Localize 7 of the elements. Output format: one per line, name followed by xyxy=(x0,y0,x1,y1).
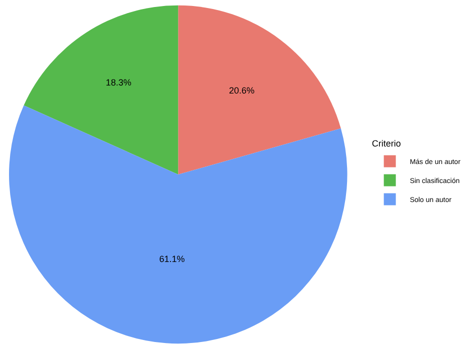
data-label: 61.1% xyxy=(159,254,185,264)
legend-title: Criterio xyxy=(372,138,401,149)
data-label: 20.6% xyxy=(228,85,255,96)
pie-slice xyxy=(24,5,178,174)
pie-slice xyxy=(178,5,341,174)
pie-slice xyxy=(9,105,348,344)
data-label: 18.3% xyxy=(106,78,132,88)
